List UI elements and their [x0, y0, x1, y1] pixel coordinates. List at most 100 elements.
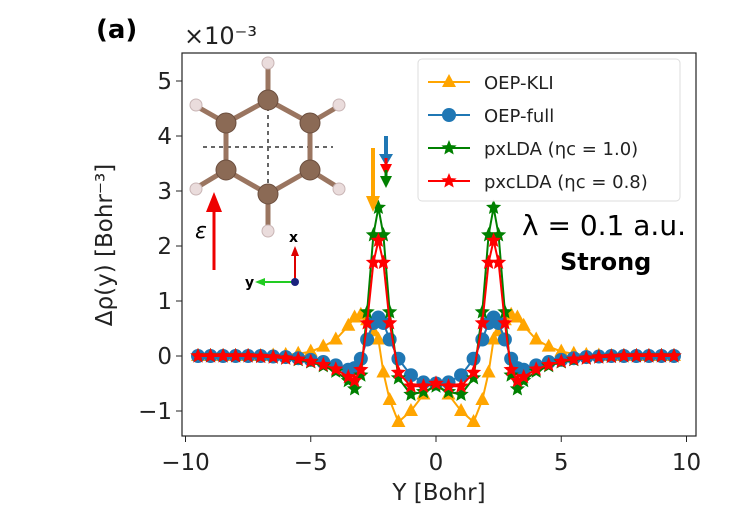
data-point [391, 351, 406, 366]
data-point [541, 338, 556, 352]
y-tick-label: 4 [157, 124, 172, 150]
data-point [353, 361, 369, 377]
x-axis-label: Y [Bohr] [391, 480, 485, 506]
data-point [666, 348, 682, 363]
data-point [202, 348, 219, 363]
data-point [290, 351, 306, 366]
legend-label: pxLDA (ηc = 1.0) [484, 139, 638, 160]
data-point [466, 364, 482, 379]
y-tick-label: 1 [157, 289, 172, 315]
legend: OEP-KLI OEP-full pxLDA (ηc = 1.0) pxcLDA (η… [417, 58, 681, 202]
data-point [554, 343, 569, 357]
data-point [481, 364, 496, 378]
data-point [228, 348, 244, 363]
green-arrow-icon [380, 170, 392, 188]
data-point [466, 370, 482, 385]
data-point [653, 348, 670, 363]
lambda-annotation: λ = 0.1 a.u. [522, 209, 686, 242]
data-point [628, 348, 644, 363]
y-ticks: −1 0 1 2 3 4 5 [138, 69, 182, 425]
data-point [591, 349, 607, 364]
data-point [475, 392, 490, 405]
data-point [481, 254, 497, 269]
series-line [198, 316, 674, 385]
legend-item: pxcLDA (ηc = 0.8) [428, 172, 648, 193]
legend-label: OEP-KLI [484, 73, 554, 94]
series-layer [190, 199, 682, 427]
data-point [440, 383, 457, 399]
data-point [328, 361, 344, 376]
series-3 [190, 232, 682, 393]
data-point [347, 372, 363, 388]
data-point [375, 254, 391, 269]
data-point [516, 368, 532, 384]
data-point [428, 375, 444, 390]
benzene-inset: ε x y [189, 56, 346, 291]
data-point [403, 368, 418, 383]
legend-item: OEP-KLI [428, 73, 554, 94]
x-tick-label: −10 [161, 450, 210, 476]
legend-label: OEP-full [484, 106, 554, 127]
data-point [509, 372, 525, 388]
y-tick-label: 3 [157, 179, 172, 205]
data-point [474, 315, 490, 330]
x-tick-label: −5 [294, 450, 328, 476]
data-point [516, 317, 531, 331]
data-point [415, 378, 432, 393]
data-point [370, 232, 386, 247]
data-point [303, 343, 318, 357]
data-point [486, 199, 502, 214]
data-point [454, 403, 469, 416]
data-point [303, 353, 319, 368]
panel-label: (a) [96, 15, 137, 45]
data-point [190, 348, 206, 363]
data-point [382, 315, 398, 330]
data-point [253, 348, 269, 363]
inset-axis-y: y [245, 275, 254, 291]
data-point [360, 332, 375, 347]
data-point [503, 361, 519, 377]
data-point [365, 254, 381, 269]
data-point [497, 304, 513, 319]
data-point [486, 331, 501, 345]
y-tick-label: −1 [138, 399, 172, 425]
data-point [371, 331, 386, 345]
series-line [198, 313, 674, 424]
data-point [529, 331, 544, 345]
x-tick-label: 10 [672, 450, 701, 476]
data-point [603, 348, 619, 363]
data-point [466, 414, 481, 427]
plot-frame [181, 52, 697, 437]
x-ticks: −10 −5 0 5 10 [161, 436, 701, 476]
data-point [240, 348, 256, 363]
data-point [616, 348, 632, 363]
y-axis-label: Δρ(y) [Bohr⁻³] [92, 164, 118, 326]
legend-marker [442, 74, 456, 87]
orange-arrow-icon [366, 148, 380, 212]
data-point [509, 381, 525, 396]
data-point [403, 386, 419, 401]
legend-label: pxcLDA (ηc = 0.8) [484, 172, 648, 193]
data-point [415, 383, 432, 399]
data-point [359, 304, 375, 319]
data-point [341, 317, 356, 331]
data-point [553, 353, 569, 368]
y-scale-factor: ×10⁻³ [184, 22, 257, 50]
data-point [359, 315, 375, 330]
data-point [466, 351, 481, 366]
data-point [454, 368, 469, 383]
data-point [578, 350, 594, 365]
data-point [347, 381, 363, 396]
data-point [491, 254, 507, 269]
series-0 [191, 306, 681, 427]
y-tick-label: 2 [157, 234, 172, 260]
data-point [566, 351, 582, 366]
legend-marker [441, 140, 457, 155]
peak-arrows [366, 136, 393, 212]
data-point [641, 348, 657, 363]
data-point [315, 356, 331, 372]
data-point [370, 199, 386, 214]
data-point [328, 331, 343, 345]
data-point [403, 378, 419, 393]
data-point [497, 315, 513, 330]
